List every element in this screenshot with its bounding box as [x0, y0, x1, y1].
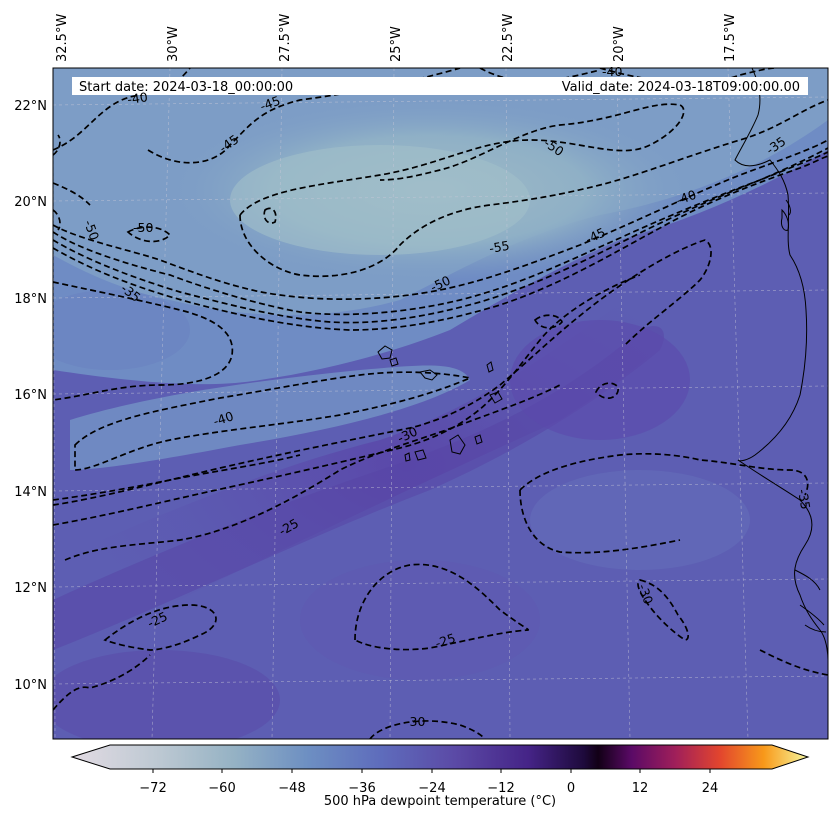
- lon-label: 25°W: [389, 26, 404, 62]
- colorbar-tick: −24: [418, 781, 445, 796]
- lat-label: 12°N: [14, 581, 47, 596]
- graticule: [53, 68, 828, 739]
- map-frame: [52, 67, 829, 740]
- colorbar-tick: −60: [208, 781, 235, 796]
- date-banner: [72, 77, 808, 95]
- contour-label: -30: [405, 714, 425, 729]
- contour-label: -30: [635, 582, 656, 606]
- colorbar-tick: 0: [567, 781, 575, 796]
- lat-label: 14°N: [14, 485, 47, 500]
- lon-label: 32.5°W: [55, 14, 70, 62]
- valid-date-text: Valid_date: 2024-03-18T09:00:00.00: [562, 80, 800, 95]
- lon-label: 30°W: [166, 26, 181, 62]
- lat-label: 20°N: [14, 195, 47, 210]
- lon-label: 20°W: [612, 26, 627, 62]
- lat-label: 16°N: [14, 388, 47, 403]
- contour-label: -45: [258, 93, 282, 114]
- contour-label: -50: [133, 220, 153, 235]
- colorbar-tick: −48: [278, 781, 305, 796]
- colorbar-label: 500 hPa dewpoint temperature (°C): [324, 794, 556, 809]
- colorbar-tick: 12: [632, 781, 649, 796]
- lat-labels: 22°N 20°N 18°N 16°N 14°N 12°N 10°N: [14, 99, 47, 693]
- cape-verde-islands: [377, 345, 503, 462]
- dewpoint-field: [53, 68, 828, 739]
- lon-label: 22.5°W: [501, 14, 516, 62]
- start-date-text: Start date: 2024-03-18_00:00:00: [79, 80, 293, 95]
- contour-label: -40: [602, 64, 622, 79]
- lon-label: 27.5°W: [278, 14, 293, 62]
- colorbar-tick: −72: [139, 781, 166, 796]
- contour-label: -25: [433, 630, 457, 651]
- lat-label: 10°N: [14, 678, 47, 693]
- lon-labels: 32.5°W 30°W 27.5°W 25°W 22.5°W 20°W 17.5…: [55, 14, 738, 62]
- contour-label: -35: [795, 488, 813, 511]
- colorbar: −72 −60 −48 −36 −24 −12 0 12 24 500 hPa …: [70, 744, 810, 809]
- contour-label: -40: [211, 408, 235, 429]
- lon-label: 17.5°W: [723, 14, 738, 62]
- colorbar-tick: −12: [487, 781, 514, 796]
- colorbar-gradient: [70, 744, 810, 770]
- contour-label: -50: [81, 218, 102, 242]
- lat-label: 22°N: [14, 99, 47, 114]
- coastline: [734, 68, 828, 661]
- colorbar-tick: 24: [702, 781, 719, 796]
- colorbar-tick: −36: [348, 781, 375, 796]
- lat-label: 18°N: [14, 292, 47, 307]
- contour-label: -40: [126, 89, 148, 107]
- contour-label: -40: [674, 187, 698, 208]
- contour-label: -55: [488, 238, 511, 256]
